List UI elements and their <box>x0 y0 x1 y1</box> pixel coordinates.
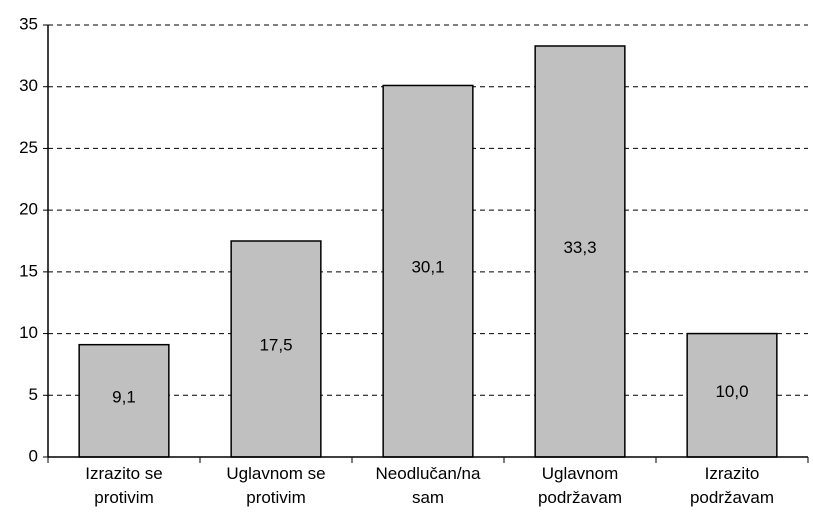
data-label: 9,1 <box>112 387 136 406</box>
bar <box>382 84 474 458</box>
bar <box>534 45 626 458</box>
data-label: 10,0 <box>715 382 748 401</box>
x-tick-label: Izrazito podržavam <box>689 464 775 507</box>
x-tick-label: Izrazito se protivim <box>85 464 163 507</box>
x-tick-label: Uglavnom se protivim <box>226 464 326 507</box>
y-tick-label: 30 <box>19 76 38 95</box>
y-tick-label: 0 <box>29 446 38 465</box>
data-label: 30,1 <box>411 258 444 277</box>
bar <box>686 332 778 458</box>
data-label: 17,5 <box>259 335 292 354</box>
y-tick-label: 10 <box>19 323 38 342</box>
data-label: 33,3 <box>563 238 596 257</box>
x-tick-label: Uglavnom podržavam <box>537 464 623 507</box>
y-tick-label: 20 <box>19 200 38 219</box>
y-tick-label: 35 <box>19 14 38 33</box>
y-tick-label: 15 <box>19 261 38 280</box>
y-tick-label: 5 <box>29 385 38 404</box>
bar <box>78 343 170 458</box>
y-tick-label: 25 <box>19 138 38 157</box>
x-tick-label: Neodlučan/na sam <box>375 464 481 507</box>
